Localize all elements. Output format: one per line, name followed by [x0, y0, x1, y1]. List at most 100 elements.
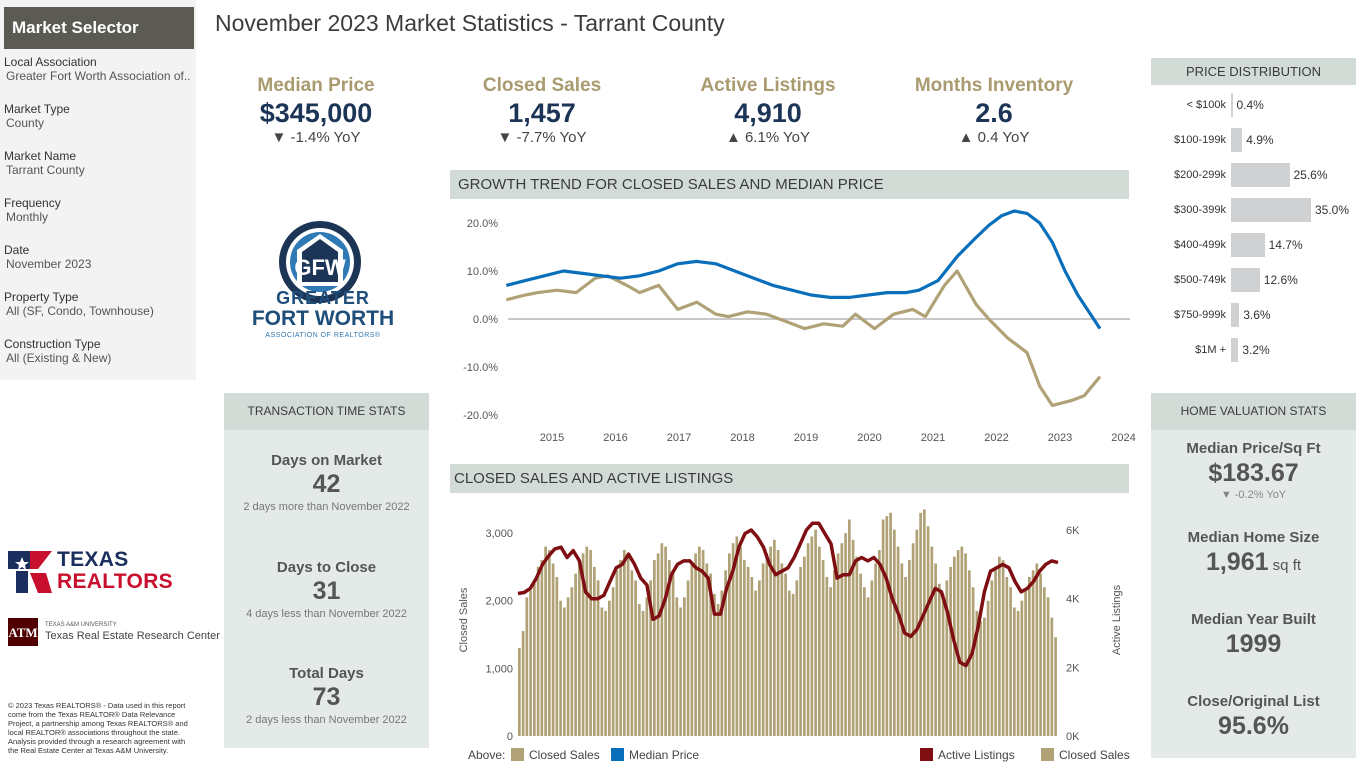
price-range-label: $400-499k: [1174, 239, 1226, 251]
closed-sales-bar: [780, 563, 784, 736]
svg-text:GFW: GFW: [294, 255, 346, 280]
closed-sales-bar: [694, 553, 697, 736]
closed-sales-bar: [979, 621, 982, 736]
closed-sales-bar: [615, 570, 619, 736]
closed-sales-bar: [938, 583, 941, 736]
x-tick-label: 2015: [540, 432, 564, 444]
closed-sales-bar: [623, 550, 626, 736]
closed-sales-bar: [604, 610, 607, 736]
closed-sales-bar: [949, 566, 952, 736]
legend-closed-sales[interactable]: Closed Sales: [511, 746, 600, 764]
closed-sales-bar: [945, 580, 949, 736]
filter-label: Market Name: [4, 149, 77, 163]
closed-sales-bar: [784, 573, 787, 736]
closed-sales-bar: [675, 597, 679, 736]
closed-sales-bar: [743, 560, 746, 736]
closed-sales-bar: [998, 556, 1001, 736]
closed-sales-bar: [1013, 607, 1016, 736]
svg-text:ATM: ATM: [8, 625, 37, 640]
filter-value[interactable]: County: [6, 116, 45, 130]
median-year-built: Median Year Built 1999: [1151, 611, 1356, 659]
closed-sales-bar: [810, 536, 814, 736]
closed-sales-bar: [926, 526, 930, 736]
closed-sales-bar: [638, 604, 641, 736]
kpi-active-listings: Active Listings 4,910 ▲ 6.1% YoY: [673, 74, 863, 148]
price-distribution-bar: [1231, 303, 1240, 327]
closed-sales-bar: [1001, 560, 1005, 736]
closed-sales-bar: [578, 560, 581, 736]
closed-sales-bar: [964, 553, 967, 736]
closed-sales-active-listings-chart: 3,000 2,000 1,000 0 6K 4K 2K 0K Closed Sales Acti…: [458, 509, 1123, 743]
stat-title: Median Price/Sq Ft: [1186, 440, 1321, 457]
closed-sales-bar: [765, 553, 769, 736]
y-tick-label: 0.0%: [473, 314, 498, 326]
closed-sales-bar: [551, 563, 555, 736]
closed-sales-bar: [840, 543, 844, 736]
closed-sales-bar: [589, 550, 592, 736]
filter-construction-type[interactable]: Construction Type All (Existing & New): [4, 337, 194, 365]
filter-value[interactable]: November 2023: [6, 257, 92, 271]
closed-sales-bar: [1005, 577, 1009, 736]
closed-sales-bar: [1039, 573, 1042, 736]
closed-sales-bar: [746, 566, 750, 736]
closed-sales-bar: [799, 566, 802, 736]
copyright-text: © 2023 Texas REALTORS® - Data used in th…: [8, 701, 188, 755]
stat-sub: 2 days less than November 2022: [246, 714, 407, 726]
price-distribution-pct: 35.0%: [1315, 203, 1350, 217]
closed-sales-bar: [923, 509, 926, 736]
closed-sales-bar: [769, 546, 772, 736]
stat-value: 73: [312, 683, 341, 711]
price-distribution-bar: [1231, 163, 1290, 187]
stat-value: 31: [312, 577, 341, 605]
legend-closed-sales-2[interactable]: Closed Sales: [1041, 746, 1130, 764]
legend-swatch: [611, 748, 624, 761]
texas-realtors-logo-icon: [8, 551, 52, 593]
closed-sales-bar: [701, 550, 705, 736]
filter-value[interactable]: All (Existing & New): [6, 351, 112, 365]
legend-swatch: [511, 748, 524, 761]
y2-axis-title: Active Listings: [1111, 584, 1123, 655]
y2-tick-label: 2K: [1066, 662, 1080, 674]
closed-sales-bar: [758, 580, 761, 736]
y-tick-label: -20.0%: [463, 410, 498, 422]
closed-sales-bar: [825, 577, 829, 736]
legend-median-price[interactable]: Median Price: [611, 746, 699, 764]
filter-local-association[interactable]: Local Association Greater Fort Worth Ass…: [4, 55, 194, 83]
filter-frequency[interactable]: Frequency Monthly: [4, 196, 194, 224]
filter-date[interactable]: Date November 2023: [4, 243, 194, 271]
x-tick-label: 2016: [603, 432, 627, 444]
filter-value[interactable]: Greater Fort Worth Association of..: [6, 69, 191, 83]
filter-property-type[interactable]: Property Type All (SF, Condo, Townhouse): [4, 290, 194, 318]
closed-sales-bar: [596, 580, 600, 736]
y-axis-title: Closed Sales: [458, 587, 470, 652]
closed-sales-bar: [994, 566, 997, 736]
closed-sales-bar: [990, 580, 994, 736]
closed-sales-bar: [709, 573, 712, 736]
market-selector-button[interactable]: Market Selector: [4, 7, 194, 49]
closed-sales-bar: [1024, 590, 1027, 736]
tamu-university-label: TEXAS A&M UNIVERSITY: [45, 622, 117, 628]
closed-sales-bar: [619, 560, 622, 736]
x-tick-label: 2019: [794, 432, 818, 444]
closed-sales-bar: [713, 593, 716, 736]
filter-value[interactable]: Tarrant County: [6, 163, 85, 177]
closed-sales-bar: [690, 563, 694, 736]
legend-active-listings[interactable]: Active Listings: [920, 746, 1015, 764]
filter-value[interactable]: Monthly: [6, 210, 49, 224]
closed-sales-bar: [885, 516, 889, 736]
closed-sales-bar: [874, 563, 877, 736]
filter-label: Frequency: [4, 196, 61, 210]
filter-market-name[interactable]: Market Name Tarrant County: [4, 149, 194, 177]
closed-sales-bar: [540, 560, 544, 736]
filter-value[interactable]: All (SF, Condo, Townhouse): [6, 304, 154, 318]
closed-sales-bar: [739, 546, 742, 736]
y-tick-label: 20.0%: [467, 218, 498, 230]
y2-tick-label: 4K: [1066, 594, 1080, 606]
transaction-stats-panel: [224, 430, 429, 748]
gfw-house-logo-icon: GFW: [279, 221, 361, 303]
price-distribution-pct: 3.6%: [1243, 308, 1271, 322]
closed-sales-bar: [818, 546, 821, 736]
kpi-value: $345,000: [259, 98, 373, 128]
filter-market-type[interactable]: Market Type County: [4, 102, 194, 130]
y-tick-label: 2,000: [485, 596, 513, 608]
